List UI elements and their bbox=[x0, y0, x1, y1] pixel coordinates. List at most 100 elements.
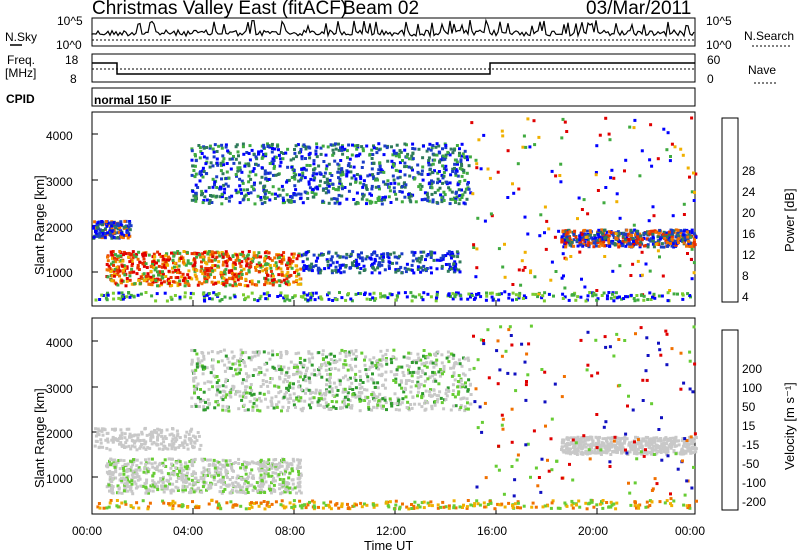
velocity-echo-cell bbox=[652, 444, 656, 448]
power-echo-cell bbox=[393, 181, 397, 185]
velocity-echo-cell bbox=[272, 458, 276, 462]
power-echo-cell bbox=[381, 196, 385, 200]
power-echo-cell bbox=[630, 230, 634, 234]
velocity-echo-cell bbox=[417, 356, 421, 360]
power-echo-cell bbox=[562, 245, 566, 249]
velocity-echo-cell bbox=[308, 379, 312, 383]
velocity-echo-cell bbox=[162, 444, 166, 448]
power-echo-cell bbox=[204, 172, 208, 175]
velocity-echo-cell bbox=[351, 392, 355, 396]
power-echo-cell bbox=[693, 190, 696, 194]
power-echo-cell bbox=[127, 225, 131, 229]
velocity-echo-cell bbox=[297, 380, 300, 384]
velocity-echo-cell bbox=[155, 465, 159, 469]
power-echo-cell bbox=[429, 256, 433, 259]
power-echo-cell bbox=[543, 231, 546, 235]
power-echo-cell bbox=[405, 143, 408, 147]
power-echo-cell bbox=[427, 182, 431, 186]
velocity-echo-cell bbox=[209, 380, 213, 384]
velocity-echo-cell bbox=[207, 351, 210, 355]
power-echo-cell bbox=[262, 153, 266, 156]
power-echo-cell bbox=[198, 253, 202, 257]
velocity-echo-cell bbox=[179, 470, 183, 473]
power-echo-cell bbox=[427, 160, 431, 164]
velocity-echo-cell bbox=[151, 465, 155, 469]
velocity-echo-cell bbox=[288, 385, 292, 389]
velocity-echo-cell bbox=[170, 471, 174, 475]
power-echo-cell bbox=[523, 266, 527, 269]
velocity-echo-cell bbox=[465, 397, 469, 401]
velocity-echo-cell bbox=[163, 484, 167, 488]
power-echo-cell bbox=[430, 192, 434, 196]
power-echo-cell bbox=[417, 256, 421, 260]
power-echo-cell bbox=[453, 260, 457, 264]
power-echo-cell bbox=[603, 244, 607, 248]
velocity-echo-cell bbox=[260, 478, 264, 482]
power-echo-cell bbox=[459, 160, 463, 163]
power-echo-cell bbox=[444, 146, 448, 150]
power-echo-cell bbox=[403, 266, 407, 270]
velocity-echo-cell bbox=[297, 477, 301, 481]
date-label: 03/Mar/2011 bbox=[586, 0, 692, 19]
velocity-echo-cell bbox=[385, 362, 389, 366]
velocity-echo-cell bbox=[122, 472, 126, 476]
power-echo-cell bbox=[458, 194, 462, 198]
power-echo-cell bbox=[383, 268, 387, 272]
velocity-echo-cell bbox=[224, 408, 228, 412]
power-echo-cell bbox=[247, 268, 251, 272]
power-echo-cell bbox=[318, 271, 322, 275]
velocity-echo-cell bbox=[144, 486, 148, 490]
power-echo-cell bbox=[231, 265, 235, 269]
velocity-echo-cell bbox=[348, 399, 352, 403]
velocity-echo-cell bbox=[283, 472, 286, 476]
power-echo-cell bbox=[543, 291, 547, 295]
power-echo-cell bbox=[448, 181, 452, 185]
power-echo-cell bbox=[112, 231, 116, 235]
power-echo-cell bbox=[181, 260, 185, 264]
power-echo-cell bbox=[163, 263, 167, 267]
velocity-echo-cell bbox=[431, 370, 435, 374]
power-echo-cell bbox=[295, 278, 299, 282]
velocity-echo-cell bbox=[321, 353, 325, 357]
power-echo-cell bbox=[247, 250, 251, 253]
power-echo-cell bbox=[390, 293, 394, 297]
velocity-echo-cell bbox=[246, 477, 250, 480]
power-echo-cell bbox=[108, 267, 112, 270]
power-echo-cell bbox=[621, 239, 625, 243]
velocity-echo-cell bbox=[215, 381, 219, 385]
velocity-echo-cell bbox=[214, 483, 218, 486]
power-echo-cell bbox=[441, 147, 444, 151]
power-echo-cell bbox=[412, 271, 416, 275]
velocity-echo-cell bbox=[171, 457, 174, 461]
power-echo-cell bbox=[278, 164, 282, 168]
power-echo-cell bbox=[156, 270, 159, 274]
power-echo-cell bbox=[670, 244, 674, 248]
velocity-echo-cell bbox=[338, 382, 342, 386]
power-echo-cell bbox=[211, 147, 215, 151]
velocity-echo-cell bbox=[149, 437, 153, 441]
power-echo-cell bbox=[124, 225, 128, 229]
power-echo-cell bbox=[391, 153, 395, 157]
velocity-echo-cell bbox=[195, 384, 199, 388]
power-echo-cell bbox=[299, 295, 303, 299]
power-echo-cell bbox=[220, 251, 224, 254]
velocity-echo-cell bbox=[364, 368, 368, 372]
power-echo-cell bbox=[465, 171, 469, 175]
velocity-echo-cell bbox=[161, 461, 165, 465]
power-echo-cell bbox=[335, 200, 339, 204]
power-echo-cell bbox=[314, 192, 318, 196]
velocity-echo-cell bbox=[194, 471, 197, 475]
power-echo-cell bbox=[359, 292, 363, 296]
power-echo-cell bbox=[113, 267, 117, 271]
power-echo-cell bbox=[407, 157, 411, 161]
power-echo-cell bbox=[326, 260, 330, 263]
power-echo-cell bbox=[685, 244, 688, 248]
power-echo-cell bbox=[340, 167, 344, 171]
velocity-echo-cell bbox=[296, 485, 300, 489]
velocity-echo-cell bbox=[215, 401, 219, 404]
power-echo-cell bbox=[578, 250, 582, 254]
power-echo-cell bbox=[593, 236, 597, 240]
power-echo-cell bbox=[633, 228, 637, 232]
velocity-echo-cell bbox=[253, 486, 257, 490]
velocity-echo-cell bbox=[271, 463, 275, 467]
